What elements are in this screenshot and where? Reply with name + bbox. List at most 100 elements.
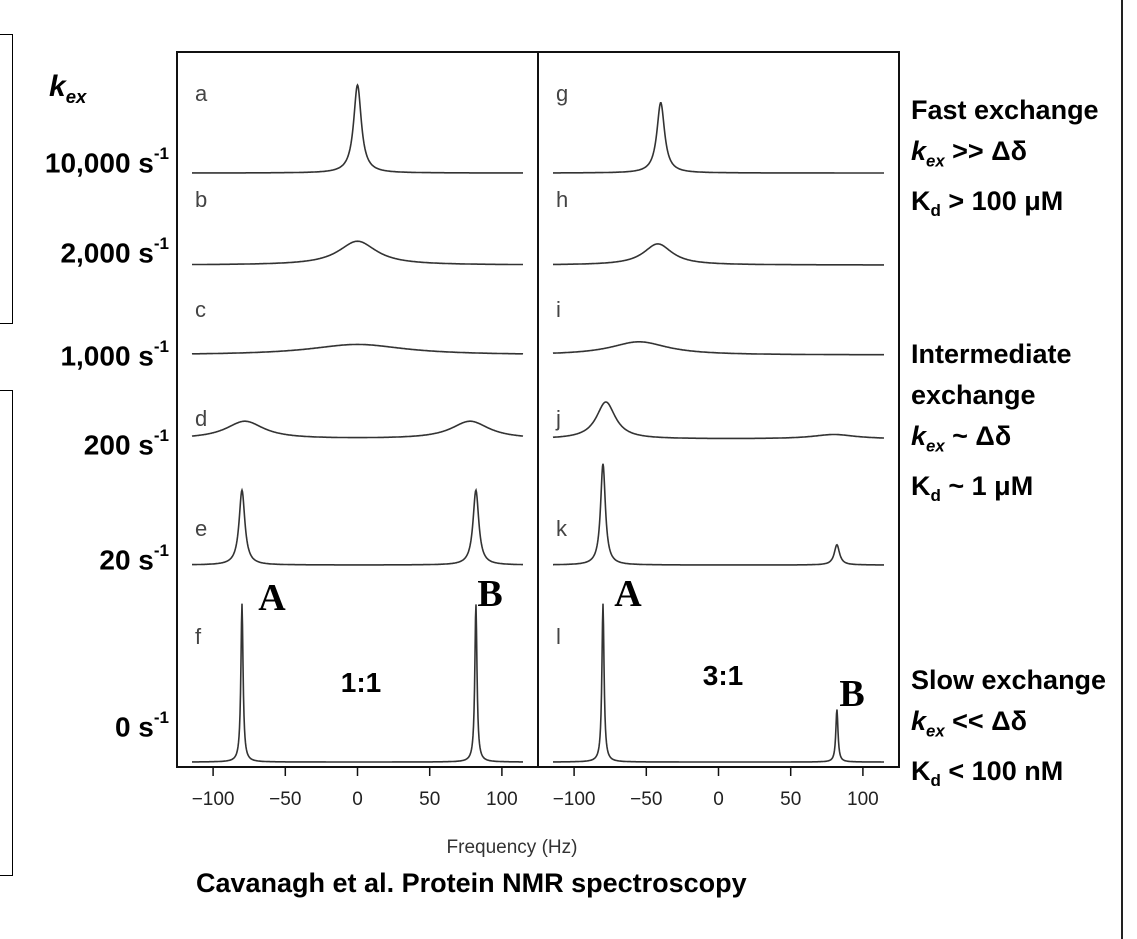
rate-label-5: 0 s-1 (114, 709, 169, 743)
spectrum-label-j: j (555, 406, 561, 431)
cond-sub: ex (926, 151, 945, 171)
fast-bracket (0, 34, 13, 324)
kd-sub: d (930, 201, 941, 221)
cond-rest: >> Δδ (944, 136, 1027, 166)
spectrum-d (191, 420, 524, 439)
x-tick-label-right-2: 0 (713, 789, 724, 810)
rate-value: 2,000 s (60, 237, 154, 269)
spectrum-a (192, 83, 523, 174)
spectrum-label-d: d (195, 406, 207, 431)
spectrum-i (552, 341, 884, 356)
spectrum-label-h: h (556, 187, 568, 212)
site-label-left-a: A (258, 577, 286, 619)
site-label-right-b: B (839, 673, 864, 715)
cond-rest: ~ Δδ (944, 421, 1012, 451)
panel-frame-left (176, 51, 539, 768)
spectrum-f (192, 603, 523, 763)
x-tick-label-left-3: 50 (419, 789, 440, 810)
x-tick-label-right-1: −50 (630, 789, 662, 810)
x-tick-label-left-4: 100 (486, 789, 518, 810)
rate-value: 200 s (83, 429, 154, 461)
figure-credit: Cavanagh et al. Protein NMR spectroscopy (196, 868, 747, 898)
x-tick-label-left-0: −100 (192, 789, 235, 810)
intermediate-exchange-annotation: Intermediate exchange kex ~ Δδ Kd ~ 1 μM (911, 334, 1072, 516)
intermediate-kd: Kd ~ 1 μM (911, 466, 1072, 516)
rate-exp: -1 (153, 426, 169, 445)
ratio-label-left: 1:1 (341, 667, 381, 698)
slow-bracket (0, 390, 13, 876)
kex-label: k (49, 70, 66, 103)
spectrum-label-l: l (556, 624, 561, 649)
rate-exp: -1 (153, 541, 169, 560)
rate-label-2: 1,000 s-1 (60, 338, 169, 372)
kd-sub: d (930, 486, 941, 506)
cond-k: k (911, 136, 927, 166)
spectrum-h (553, 243, 884, 266)
x-tick-label-right-3: 50 (780, 789, 801, 810)
kd-k: K (911, 186, 931, 217)
rate-label-3: 200 s-1 (83, 427, 169, 461)
site-label-left-b: B (477, 573, 502, 615)
ratio-label-right: 3:1 (703, 660, 743, 691)
x-tick-label-left-1: −50 (269, 789, 301, 810)
spectrum-label-k: k (556, 516, 568, 541)
spectrum-l (553, 603, 884, 763)
spectra-layer: a b c d e f g h i j k l (191, 81, 884, 763)
spectrum-label-f: f (195, 624, 202, 649)
spectrum-label-c: c (195, 297, 206, 322)
rate-exp: -1 (153, 337, 169, 356)
kd-rest: < 100 nM (940, 756, 1064, 787)
slow-condition: kex << Δδ (911, 701, 1106, 751)
intermediate-title-2: exchange (911, 380, 1036, 410)
kd-rest: ~ 1 μM (940, 471, 1034, 502)
slow-exchange-annotation: Slow exchange kex << Δδ Kd < 100 nM (911, 660, 1106, 801)
fast-title: Fast exchange (911, 95, 1099, 125)
rate-exp: -1 (153, 144, 169, 163)
intermediate-title-1: Intermediate (911, 339, 1072, 369)
cond-sub: ex (926, 436, 945, 456)
spectrum-label-e: e (195, 516, 207, 541)
kd-sub: d (930, 771, 941, 791)
rate-label-4: 20 s-1 (99, 542, 169, 576)
kd-k: K (911, 756, 931, 787)
x-tick-label-left-2: 0 (352, 789, 363, 810)
kd-rest: > 100 μM (940, 186, 1064, 217)
spectrum-b (192, 240, 523, 266)
rate-value: 0 s (114, 711, 154, 743)
rate-exp: -1 (153, 234, 169, 253)
kex-header: kex (49, 70, 86, 108)
cond-sub: ex (926, 721, 945, 741)
spectrum-c (191, 343, 524, 355)
rate-label-1: 2,000 s-1 (60, 235, 169, 269)
kex-sub: ex (65, 86, 87, 107)
rate-exp: -1 (153, 708, 169, 727)
kd-k: K (911, 471, 931, 502)
fast-condition: kex >> Δδ (911, 131, 1099, 181)
x-tick-label-right-4: 100 (847, 789, 879, 810)
spectrum-label-g: g (556, 81, 568, 106)
cond-rest: << Δδ (944, 706, 1027, 736)
axes-layer: −100 −50 0 50 100 −100 −50 0 50 100 (192, 767, 879, 810)
spectrum-label-b: b (195, 187, 207, 212)
site-label-right-a: A (614, 573, 642, 615)
cond-k: k (911, 706, 927, 736)
spectrum-label-i: i (556, 297, 561, 322)
slow-title: Slow exchange (911, 665, 1107, 695)
spectrum-g (553, 102, 884, 174)
spectrum-label-a: a (195, 81, 208, 106)
spectrum-k (553, 463, 884, 566)
rate-value: 10,000 s (44, 147, 154, 179)
fast-exchange-annotation: Fast exchange kex >> Δδ Kd > 100 μM (911, 90, 1099, 231)
slow-kd: Kd < 100 nM (911, 751, 1106, 801)
intermediate-condition: kex ~ Δδ (911, 416, 1072, 466)
spectrum-e (192, 487, 523, 566)
fast-kd: Kd > 100 μM (911, 181, 1099, 231)
rate-value: 20 s (99, 544, 154, 576)
page-edge-divider (1121, 0, 1123, 939)
rate-value: 1,000 s (60, 340, 154, 372)
spectrum-j (552, 401, 884, 440)
x-axis-label: Frequency (Hz) (447, 837, 578, 858)
cond-k: k (911, 421, 927, 451)
x-tick-label-right-0: −100 (553, 789, 596, 810)
